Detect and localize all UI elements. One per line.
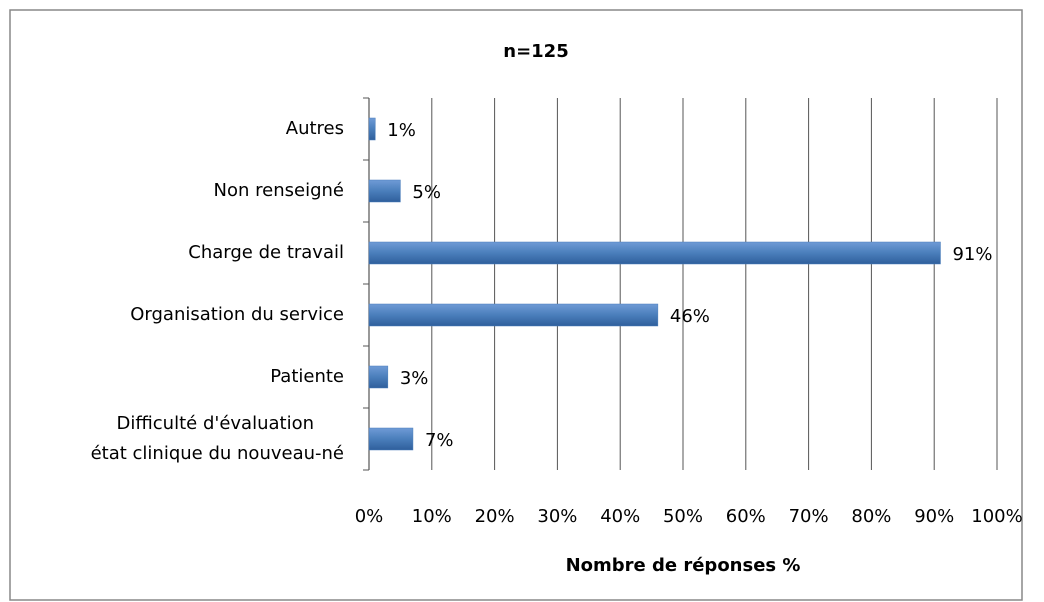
bar [368,427,414,451]
x-tick-label: 100% [971,506,1022,527]
data-label: 5% [412,182,441,203]
x-tick-label: 50% [663,506,703,527]
x-tick-label: 20% [475,506,515,527]
bar [368,241,941,265]
bar [368,179,401,203]
data-label: 91% [952,244,992,265]
chart-title: n=125 [503,41,568,62]
bar [368,303,659,327]
data-label: 7% [425,430,454,451]
y-tick-label: Organisation du service [130,304,344,325]
y-tick-label: Charge de travail [188,242,344,263]
data-label: 3% [400,368,429,389]
x-tick-label: 60% [726,506,766,527]
y-tick-label: Difficulté d'évaluation état clinique du … [91,413,344,464]
x-tick-label: 70% [789,506,829,527]
y-tick-label: Patiente [270,366,344,387]
data-label: 1% [387,120,416,141]
x-tick-label: 80% [851,506,891,527]
bar [368,365,389,389]
x-tick-label: 10% [412,506,452,527]
x-tick-label: 30% [537,506,577,527]
x-axis-title: Nombre de réponses % [566,555,801,576]
x-tick-label: 40% [600,506,640,527]
x-tick-label: 90% [914,506,954,527]
bar [368,117,376,141]
data-label: 46% [670,306,710,327]
x-tick-label: 0% [355,506,384,527]
y-tick-label: Autres [286,118,344,139]
y-tick-label: Non renseigné [214,180,344,201]
